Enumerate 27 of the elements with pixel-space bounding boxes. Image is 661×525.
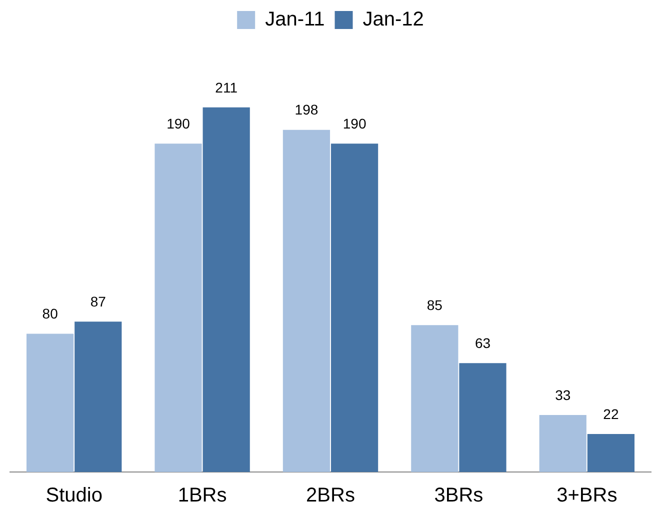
legend-label: Jan-11: [265, 8, 325, 31]
x-tick-label: 3BRs: [434, 484, 484, 507]
bar: [74, 322, 122, 472]
bar: [282, 130, 330, 472]
x-tick-label: 2BRs: [306, 484, 355, 507]
data-label: 33: [555, 386, 571, 403]
bar: [539, 414, 586, 472]
bar: [459, 363, 506, 472]
data-label: 63: [474, 334, 491, 351]
data-label: 87: [90, 294, 106, 310]
bar: [154, 144, 202, 472]
data-label: 198: [294, 102, 318, 118]
bar: [330, 144, 378, 472]
data-label: 22: [603, 406, 619, 422]
data-label: 80: [42, 306, 58, 322]
data-label: 211: [215, 79, 238, 96]
bar: [202, 107, 250, 472]
x-tick-label: Studio: [46, 484, 102, 507]
bar: [26, 334, 74, 472]
x-tick-label: 3+BRs: [556, 484, 618, 507]
legend-label: Jan-12: [362, 8, 424, 31]
data-label: 190: [166, 116, 190, 132]
data-label: 190: [342, 116, 366, 132]
x-tick-label: 1BRs: [178, 484, 227, 507]
data-label: 85: [426, 296, 443, 313]
bar: [411, 325, 458, 472]
bar: [587, 434, 634, 472]
